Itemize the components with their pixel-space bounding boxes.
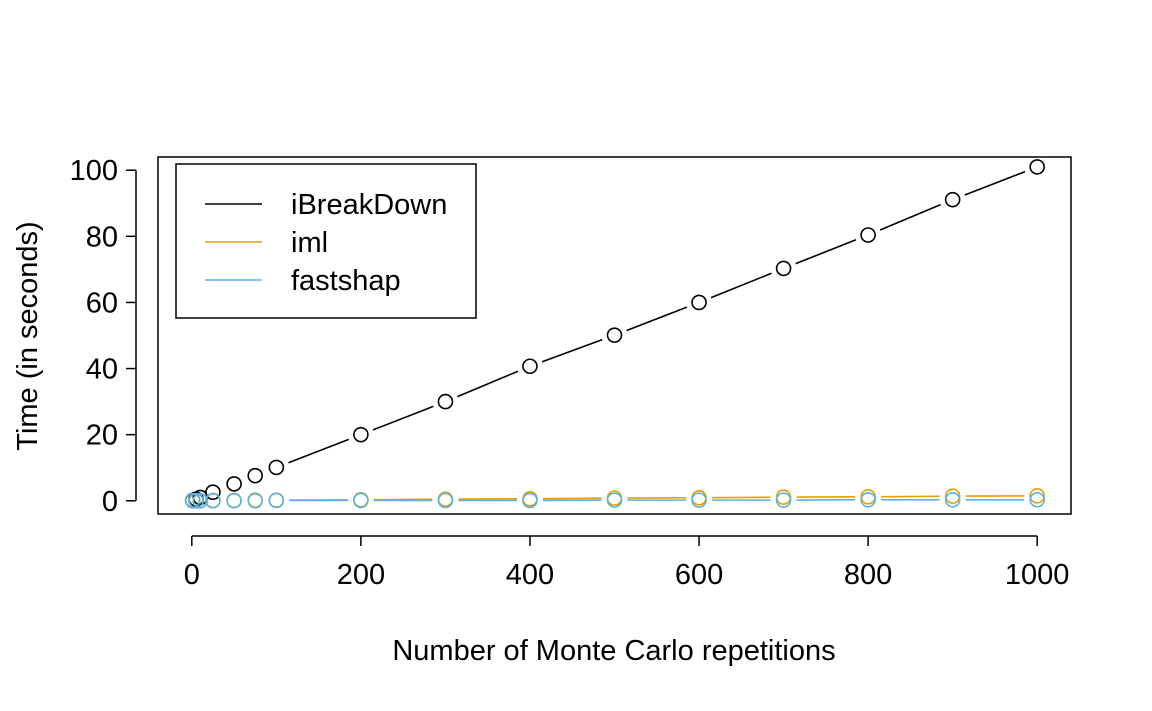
data-point bbox=[353, 426, 369, 443]
y-tick-label: 60 bbox=[86, 287, 118, 319]
data-point bbox=[437, 492, 454, 509]
series-fastshap bbox=[184, 491, 1045, 509]
data-point bbox=[188, 492, 204, 509]
y-tick-label: 100 bbox=[70, 155, 118, 187]
legend-label: iBreakDown bbox=[291, 189, 447, 221]
series-segment bbox=[795, 239, 857, 265]
y-tick-label: 80 bbox=[86, 221, 118, 253]
data-point bbox=[775, 492, 792, 508]
series-segment bbox=[879, 203, 941, 231]
series-layer bbox=[184, 159, 1045, 509]
x-tick-label: 800 bbox=[844, 559, 892, 591]
data-point bbox=[860, 491, 876, 508]
series-segment bbox=[710, 272, 772, 299]
data-point bbox=[944, 491, 961, 508]
data-point bbox=[353, 492, 369, 509]
y-tick-label: 20 bbox=[86, 420, 118, 452]
data-point bbox=[944, 191, 961, 208]
plot-frame bbox=[157, 156, 1072, 515]
series-segment bbox=[288, 438, 350, 464]
data-point bbox=[226, 492, 242, 509]
data-point bbox=[247, 492, 264, 509]
series-segment bbox=[626, 306, 688, 332]
y-tick-label: 0 bbox=[102, 486, 118, 518]
y-tick-label: 40 bbox=[86, 354, 118, 386]
data-point bbox=[522, 492, 538, 509]
data-point bbox=[247, 467, 264, 484]
data-point bbox=[192, 492, 209, 509]
data-point bbox=[437, 393, 454, 410]
x-axis-title: Number of Monte Carlo repetitions bbox=[392, 635, 835, 667]
x-tick-label: 400 bbox=[506, 559, 554, 591]
x-tick-label: 600 bbox=[675, 559, 723, 591]
data-point bbox=[606, 327, 623, 343]
x-tick-label: 200 bbox=[337, 559, 385, 591]
series-segment bbox=[372, 405, 434, 431]
data-point bbox=[860, 489, 876, 505]
series-segment bbox=[541, 338, 603, 363]
data-point bbox=[606, 492, 623, 508]
data-point bbox=[1029, 159, 1045, 175]
data-point bbox=[775, 260, 792, 277]
data-point bbox=[691, 492, 707, 508]
x-tick-label: 1000 bbox=[1005, 559, 1070, 591]
x-tick-label: 0 bbox=[184, 559, 200, 591]
series-segment bbox=[457, 370, 519, 398]
legend: iBreakDown iml fastshap bbox=[175, 163, 477, 319]
data-point bbox=[205, 484, 221, 500]
series-segment bbox=[964, 170, 1026, 196]
series-iml bbox=[184, 488, 1045, 509]
legend-label: iml bbox=[291, 227, 328, 259]
data-point bbox=[522, 358, 538, 375]
data-point bbox=[1029, 488, 1045, 504]
x-axis: 0 200 400 600 800 1000 bbox=[184, 535, 1070, 591]
data-point bbox=[268, 492, 285, 509]
data-point bbox=[268, 459, 285, 476]
data-point bbox=[944, 488, 961, 504]
data-point bbox=[226, 476, 242, 492]
y-axis: 0 20 40 60 80 100 bbox=[70, 155, 137, 518]
legend-label: fastshap bbox=[291, 265, 401, 297]
legend-box bbox=[175, 163, 477, 319]
y-axis-title: Time (in seconds) bbox=[12, 221, 44, 450]
data-point bbox=[1029, 491, 1045, 508]
data-point bbox=[205, 492, 221, 509]
data-point bbox=[860, 227, 876, 243]
data-point bbox=[691, 294, 707, 311]
data-point bbox=[775, 489, 792, 505]
